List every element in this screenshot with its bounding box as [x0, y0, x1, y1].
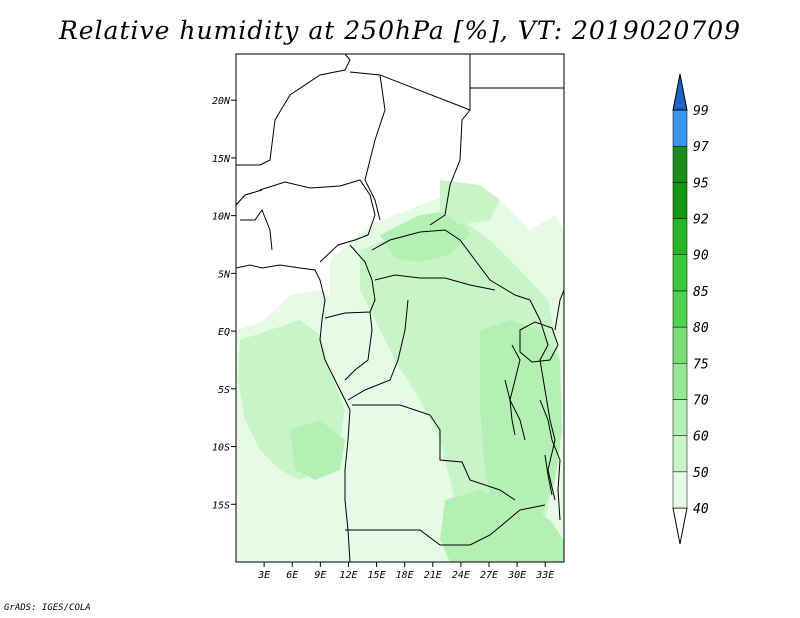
colorbar-label: 97	[693, 140, 709, 155]
colorbar-label: 92	[693, 213, 709, 228]
border-lake-victoria	[519, 321, 559, 363]
lat-tick-label: 15N	[212, 154, 231, 165]
lat-tick-label: 20N	[212, 96, 231, 107]
colorbar-label: 90	[693, 249, 709, 264]
border-sahel	[236, 189, 263, 206]
lon-tick-label: 9E	[314, 570, 326, 581]
colorbar-segment	[672, 290, 688, 328]
humidity-region-east	[480, 320, 562, 540]
colorbar-label: 70	[693, 393, 709, 408]
colorbar-label: 50	[693, 466, 709, 481]
colorbar-below-triangle	[672, 507, 688, 545]
border-north-4	[429, 109, 471, 226]
humidity-region-north-band	[380, 210, 470, 262]
lon-tick-label: 12E	[339, 570, 357, 581]
colorbar-segment	[672, 363, 688, 400]
lon-tick-label: 21E	[424, 570, 442, 581]
longitude-axis: 3E 6E 9E 12E 15E 18E 21E 24E 27E 30E 33E	[257, 562, 554, 581]
lon-tick-label: 6E	[286, 570, 298, 581]
humidity-region-north-east	[440, 180, 500, 225]
lon-tick-label: 3E	[257, 570, 270, 581]
colorbar-segment	[672, 109, 688, 147]
colorbar: 40 50 60 70 75 80 85 90 92 95 97 99	[672, 73, 709, 545]
colorbar-label: 95	[693, 176, 709, 191]
lat-tick-label: 10S	[212, 443, 230, 454]
border-angola-south	[345, 504, 546, 546]
colorbar-label: 40	[693, 502, 709, 517]
lon-tick-label: 27E	[480, 570, 498, 581]
lat-tick-label: 10N	[212, 212, 231, 223]
colorbar-label: 85	[693, 285, 709, 300]
border-car	[371, 229, 531, 301]
border-congo-2	[347, 299, 409, 401]
border-nigeria	[259, 179, 376, 263]
border-car-south	[374, 274, 496, 291]
colorbar-segment	[672, 145, 688, 183]
colorbar-segment	[672, 326, 688, 364]
border-north-2	[349, 71, 386, 221]
colorbar-label: 60	[693, 430, 709, 445]
border-drc-south	[352, 404, 516, 501]
lon-tick-label: 24E	[452, 570, 470, 581]
border-congo-1	[344, 311, 373, 381]
colorbar-segment	[672, 218, 688, 255]
colorbar-segment	[672, 182, 688, 219]
lat-tick-label: 5N	[218, 269, 231, 280]
colorbar-segment	[672, 435, 688, 473]
border-north-3	[379, 54, 471, 111]
border-east-2	[554, 289, 564, 331]
border-north-1	[236, 54, 351, 166]
credit-text: GrADS: IGES/COLA	[4, 603, 91, 613]
border-coastline	[236, 264, 351, 562]
lat-tick-label: 15S	[212, 500, 230, 511]
latitude-axis: 20N 15N 10N 5N EQ 5S 10S 15S	[212, 96, 236, 511]
border-lake-malawi	[544, 454, 553, 496]
lon-tick-label: 30E	[507, 570, 526, 581]
border-lake-tanganyika	[504, 379, 516, 436]
humidity-region-south-coast	[290, 420, 345, 480]
lat-tick-label: 5S	[218, 385, 230, 396]
lon-tick-label: 33E	[535, 570, 554, 581]
colorbar-segment	[672, 399, 688, 436]
map-frame	[235, 53, 565, 563]
border-cameroon	[324, 244, 376, 319]
border-gulf	[240, 208, 273, 251]
border-east-1	[509, 344, 526, 441]
border-drc-east	[529, 299, 556, 501]
colorbar-label: 75	[693, 357, 709, 372]
lon-tick-label: 15E	[368, 570, 386, 581]
lon-tick-label: 18E	[396, 570, 414, 581]
colorbar-above-triangle	[672, 73, 688, 111]
colorbar-label: 99	[693, 104, 709, 119]
colorbar-label: 80	[693, 321, 709, 336]
lat-tick-label: EQ	[218, 327, 230, 338]
chart-title: Relative humidity at 250hPa [%], VT: 201…	[58, 16, 742, 45]
border-east-3	[539, 399, 561, 521]
country-borders	[236, 54, 564, 562]
colorbar-segment	[672, 471, 688, 509]
colorbar-segment	[672, 254, 688, 292]
